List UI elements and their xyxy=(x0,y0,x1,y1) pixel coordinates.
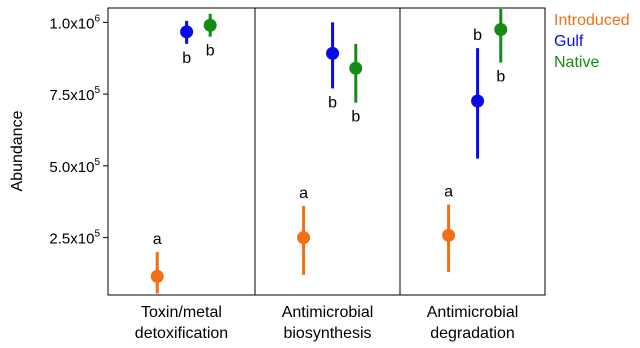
y-tick-label: 7.5x105 xyxy=(49,85,100,104)
data-point xyxy=(150,269,164,283)
data-point xyxy=(203,18,217,32)
facet-label: detoxification xyxy=(135,325,228,342)
facet-label: biosynthesis xyxy=(283,325,371,342)
facet-panel xyxy=(399,7,546,296)
facet-label: Antimicrobial xyxy=(282,304,374,321)
data-point xyxy=(326,46,340,60)
facet-label: Toxin/metal xyxy=(141,304,222,321)
data-point xyxy=(349,61,363,75)
y-tick-label: 2.5x105 xyxy=(49,229,100,248)
legend: Introduced Gulf Native xyxy=(554,10,640,73)
data-point xyxy=(471,94,485,108)
significance-letter: b xyxy=(206,43,215,60)
facet-label: Antimicrobial xyxy=(427,304,519,321)
y-axis-title: Abundance xyxy=(9,110,26,191)
significance-letter: b xyxy=(351,109,360,126)
y-axis: 2.5x105 5.0x105 7.5x105 1.0x106 xyxy=(49,13,108,248)
data-point xyxy=(494,23,508,37)
y-tick-label: 1.0x106 xyxy=(49,13,100,32)
significance-letter: a xyxy=(299,185,308,202)
significance-letter: b xyxy=(496,69,505,86)
data-point xyxy=(180,25,194,39)
facet-label: degradation xyxy=(430,325,515,342)
significance-letter: b xyxy=(182,50,191,67)
significance-letter: b xyxy=(328,94,337,111)
legend-entry-gulf: Gulf xyxy=(554,33,584,50)
data-point xyxy=(442,228,456,242)
facets: Toxin/metal detoxification Antimicrobial bi… xyxy=(107,7,546,342)
significance-letter: a xyxy=(444,184,453,201)
legend-entry-native: Native xyxy=(554,54,600,71)
significance-letter: a xyxy=(153,231,162,248)
y-tick-label: 5.0x105 xyxy=(49,157,100,176)
legend-entry-introduced: Introduced xyxy=(554,12,630,29)
data-point xyxy=(297,231,311,245)
significance-letter: b xyxy=(473,27,482,44)
